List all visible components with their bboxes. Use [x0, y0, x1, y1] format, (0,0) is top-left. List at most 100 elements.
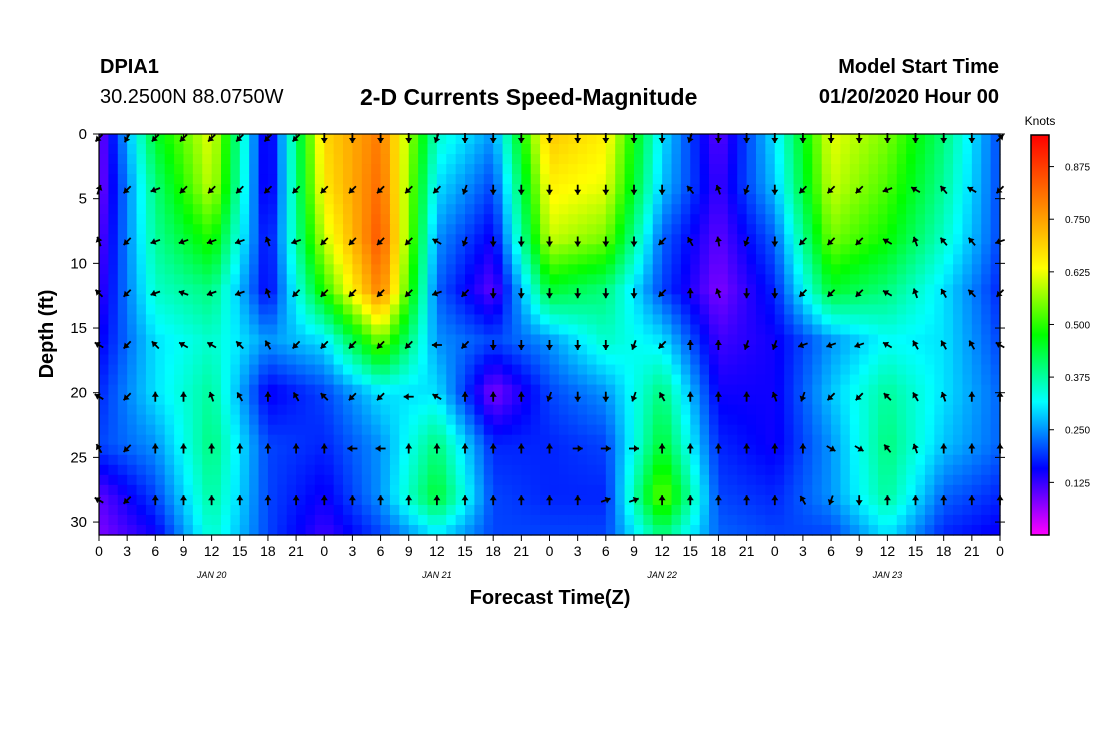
heatmap-cell	[774, 294, 785, 306]
heatmap-cell	[577, 434, 588, 446]
x-tick-label: 9	[855, 543, 863, 559]
arrow-head	[659, 392, 666, 399]
heatmap-cell	[352, 304, 363, 316]
heatmap-cell	[868, 204, 879, 215]
heatmap-cell	[493, 394, 504, 406]
heatmap-cell	[127, 364, 138, 376]
heatmap-cell	[690, 424, 701, 436]
heatmap-cell	[755, 424, 766, 436]
heatmap-cell	[371, 514, 382, 526]
heatmap-cell	[680, 424, 691, 436]
heatmap-cell	[558, 374, 569, 386]
heatmap-cell	[305, 494, 316, 506]
heatmap-cell	[408, 364, 419, 376]
arrow-head	[206, 238, 213, 245]
heatmap-cell	[727, 214, 738, 225]
heatmap-cell	[192, 144, 203, 155]
heatmap-cell	[99, 234, 109, 245]
current-arrow	[602, 236, 610, 247]
heatmap-cell	[755, 524, 766, 536]
heatmap-cell	[568, 324, 579, 336]
heatmap-cell	[99, 134, 109, 145]
heatmap-cell	[821, 224, 832, 235]
heatmap-cell	[192, 244, 203, 255]
heatmap-cell	[859, 134, 870, 145]
heatmap-cell	[399, 184, 410, 195]
heatmap-cell	[455, 434, 466, 446]
heatmap-cell	[183, 334, 194, 346]
heatmap-cell	[530, 324, 541, 336]
heatmap-cell	[727, 444, 738, 456]
heatmap-cell	[230, 334, 241, 346]
heatmap-cell	[352, 504, 363, 516]
heatmap-cell	[915, 334, 926, 346]
heatmap-cell	[784, 174, 795, 185]
heatmap-cell	[840, 404, 851, 416]
heatmap-cell	[540, 424, 551, 436]
heatmap-cell	[859, 184, 870, 195]
heatmap-cell	[333, 304, 344, 316]
heatmap-cell	[230, 264, 241, 275]
arrow-head	[348, 342, 355, 349]
heatmap-cell	[286, 344, 297, 356]
heatmap-cell	[915, 274, 926, 285]
heatmap-cell	[511, 394, 522, 406]
current-arrow	[657, 237, 667, 246]
heatmap-cell	[765, 204, 776, 215]
heatmap-cell	[155, 134, 166, 145]
heatmap-cell	[699, 274, 710, 285]
heatmap-cell	[549, 154, 560, 165]
heatmap-cell	[249, 214, 260, 225]
heatmap-cell	[474, 374, 485, 386]
heatmap-cell	[549, 194, 560, 205]
heatmap-cell	[221, 474, 231, 486]
heatmap-cell	[427, 184, 438, 195]
heatmap-cell	[558, 164, 569, 175]
heatmap-cell	[389, 144, 400, 155]
heatmap-cell	[192, 174, 203, 185]
current-arrow	[320, 289, 329, 298]
heatmap-cell	[258, 314, 269, 326]
heatmap-cell	[117, 474, 128, 486]
heatmap-cell	[727, 394, 738, 406]
heatmap-cell	[784, 274, 795, 285]
heatmap-cell	[352, 214, 363, 225]
heatmap-cell	[333, 244, 344, 255]
heatmap-cell	[136, 304, 147, 316]
heatmap-cell	[802, 464, 813, 476]
heatmap-cell	[549, 504, 560, 516]
heatmap-cell	[718, 274, 729, 285]
heatmap-cell	[971, 424, 982, 436]
heatmap-cell	[558, 264, 569, 275]
heatmap-cell	[662, 404, 673, 416]
heatmap-cell	[587, 144, 598, 155]
heatmap-cell	[333, 424, 344, 436]
heatmap-cell	[849, 484, 860, 496]
heatmap-cell	[633, 524, 644, 536]
heatmap-cell	[549, 254, 560, 265]
heatmap-cell	[230, 194, 241, 205]
station-name: DPIA1	[100, 56, 159, 78]
heatmap-cell	[859, 334, 870, 346]
heatmap-cell	[380, 514, 391, 526]
heatmap-cell	[389, 474, 400, 486]
heatmap-cell	[840, 524, 851, 536]
heatmap-cell	[286, 304, 297, 316]
heatmap-cell	[174, 134, 185, 145]
heatmap-cell	[117, 454, 128, 466]
heatmap-cell	[136, 494, 147, 506]
arrow-head	[123, 187, 130, 194]
heatmap-cell	[427, 514, 438, 526]
heatmap-cell	[755, 174, 766, 185]
heatmap-cell	[230, 234, 241, 245]
heatmap-cell	[643, 484, 654, 496]
heatmap-cell	[896, 174, 907, 185]
heatmap-cell	[136, 434, 147, 446]
heatmap-cell	[765, 324, 776, 336]
heatmap-cell	[465, 444, 476, 456]
heatmap-cell	[192, 194, 203, 205]
heatmap-cell	[305, 464, 316, 476]
arrow-head	[574, 345, 582, 350]
heatmap-cell	[211, 334, 222, 346]
heatmap-cell	[530, 374, 541, 386]
